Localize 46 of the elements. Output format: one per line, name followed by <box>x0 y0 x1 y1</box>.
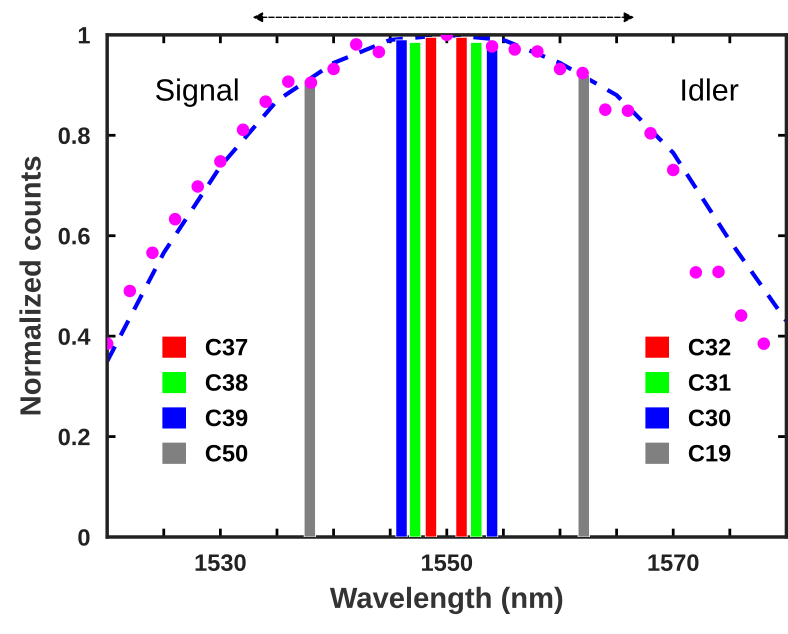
y-tick-label: 0 <box>78 529 90 546</box>
point <box>124 284 136 298</box>
y-axis-title: Normalized counts <box>19 156 41 414</box>
point <box>168 212 182 226</box>
legend-label: C38 <box>206 374 248 391</box>
legend-label: C37 <box>206 338 248 356</box>
point <box>758 337 770 350</box>
point <box>666 164 680 176</box>
annotation: Idler <box>682 78 738 101</box>
x-tick-label: 1550 <box>422 554 472 572</box>
y-tick-label: 0.6 <box>58 228 90 245</box>
x-axis-title: Wavelength (nm) <box>330 586 562 614</box>
legend-label: C19 <box>688 444 730 462</box>
point <box>236 124 250 136</box>
point <box>690 266 702 279</box>
legend-label: C50 <box>206 444 248 462</box>
y-tick-label: 1 <box>78 27 90 44</box>
annotation: Signal <box>156 78 238 107</box>
x-tick-label: 1530 <box>196 554 246 572</box>
point <box>644 127 657 140</box>
point <box>372 46 386 58</box>
point <box>282 75 295 88</box>
point <box>508 43 521 56</box>
legend-label: C31 <box>688 374 731 391</box>
point <box>191 180 204 193</box>
x-tick-label: 1570 <box>648 554 699 572</box>
point <box>214 155 227 168</box>
point <box>531 45 544 58</box>
legend-label: C30 <box>688 409 730 426</box>
point <box>259 95 272 108</box>
point <box>554 62 566 76</box>
point <box>712 266 725 278</box>
point <box>622 104 634 117</box>
point <box>350 38 362 51</box>
point <box>146 246 159 260</box>
point <box>734 309 748 322</box>
y-tick-label: 0.4 <box>58 328 90 345</box>
point <box>599 103 612 116</box>
legend-label: C32 <box>688 338 730 356</box>
point <box>327 62 340 76</box>
legend-label: C39 <box>206 409 248 426</box>
y-tick-label: 0.2 <box>58 428 90 446</box>
y-tick-label: 0.8 <box>58 127 90 144</box>
point <box>576 66 589 80</box>
point <box>304 76 318 89</box>
point <box>486 40 498 53</box>
